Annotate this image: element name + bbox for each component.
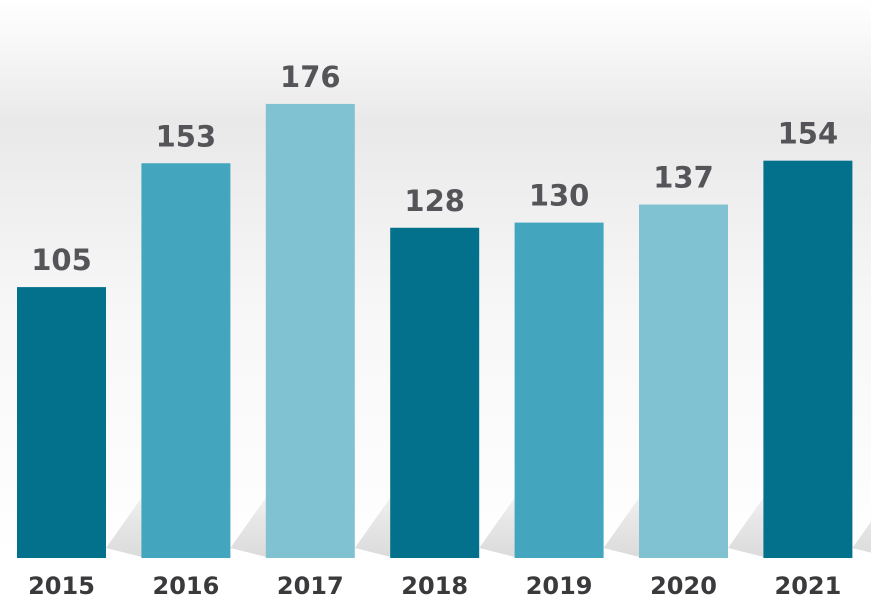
category-label-2019: 2019 (526, 572, 593, 600)
bar-2018 (390, 227, 480, 558)
bar-2019 (514, 222, 604, 558)
bar-2020 (639, 204, 728, 559)
category-labels: 2015 2016 2017 2018 2019 2020 2021 (28, 572, 841, 600)
category-label-2021: 2021 (775, 572, 842, 600)
value-labels: 105 153 176 128 130 137 154 (31, 60, 838, 277)
bar-2017 (265, 103, 355, 559)
value-label-2019: 130 (529, 179, 590, 213)
bars (17, 103, 853, 559)
category-label-2017: 2017 (277, 572, 344, 600)
bar-2015 (17, 287, 106, 558)
value-label-2017: 176 (280, 60, 341, 94)
category-label-2015: 2015 (28, 572, 95, 600)
value-label-2016: 153 (156, 119, 217, 153)
category-label-2020: 2020 (650, 572, 717, 600)
value-label-2015: 105 (31, 243, 92, 277)
bar-shadow (852, 521, 871, 553)
category-label-2018: 2018 (401, 572, 468, 600)
category-label-2016: 2016 (153, 572, 220, 600)
value-label-2020: 137 (653, 161, 714, 195)
bar-2021 (763, 160, 853, 558)
value-label-2021: 154 (778, 117, 839, 151)
bar-2016 (141, 163, 231, 558)
value-label-2018: 128 (404, 184, 465, 218)
